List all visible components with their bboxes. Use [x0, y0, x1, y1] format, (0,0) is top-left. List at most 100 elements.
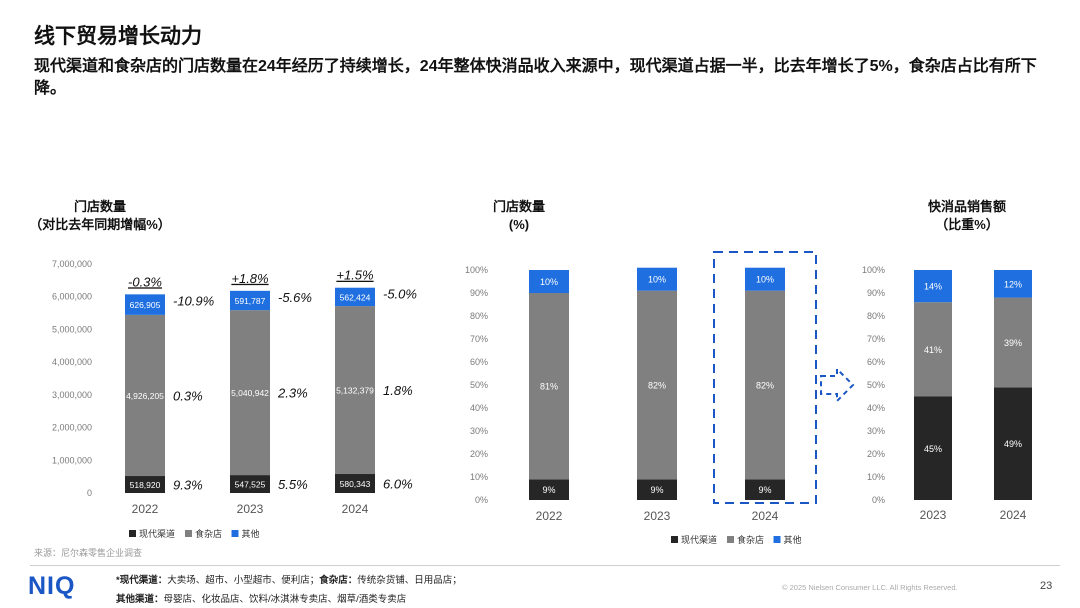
chart2-bar-modern — [637, 479, 677, 500]
chart3-title: 快消品销售额 （比重%） — [907, 198, 1027, 234]
chart3-data-label: 41% — [924, 345, 942, 355]
chart2-legend-swatch-other — [773, 536, 781, 543]
chart1-legend-swatch-modern — [129, 530, 136, 537]
chart2-data-label: 9% — [542, 485, 555, 495]
chart1-ytick: 3,000,000 — [52, 390, 92, 400]
chart1-growth-label: 0.3% — [173, 388, 203, 403]
chart1-growth-label: 2.3% — [277, 386, 308, 401]
chart2-bar-grocery — [637, 290, 677, 480]
chart2-title-line2: (%) — [508, 217, 530, 232]
copyright: © 2025 Nielsen Consumer LLC. All Rights … — [782, 583, 958, 592]
chart3-ytick: 60% — [867, 357, 885, 367]
chart3-data-label: 39% — [1004, 338, 1022, 348]
chart1-bar-grocery — [230, 310, 270, 476]
chart2-data-label: 82% — [648, 381, 666, 391]
chart3-ytick: 80% — [867, 311, 885, 321]
chart2-title: 门店数量 (%) — [469, 198, 569, 234]
chart3-ytick: 20% — [867, 449, 885, 459]
footnote-other-text: 母婴店、化妆品店、饮料/冰淇淋专卖店、烟草/酒类专卖店 — [163, 594, 407, 605]
chart2-legend-swatch-grocery — [727, 536, 734, 543]
chart2-bar-modern — [745, 479, 785, 500]
footnote-line2: 其他渠道：母婴店、化妆品店、饮料/冰淇淋专卖店、烟草/酒类专卖店 — [116, 591, 406, 605]
chart2-bar-grocery — [529, 293, 569, 480]
chart2-bar-grocery — [745, 290, 785, 480]
chart1-title-line1: 门店数量 — [73, 199, 126, 214]
chart3-ytick: 10% — [867, 472, 885, 482]
chart1-bar-grocery — [125, 314, 165, 477]
chart2-data-label: 9% — [758, 485, 771, 495]
chart1-ytick: 6,000,000 — [52, 292, 92, 302]
chart3-category-label: 2023 — [920, 508, 947, 522]
chart1-total-growth: +1.8% — [231, 271, 268, 286]
footnote-line1: *现代渠道：大卖场、超市、小型超市、便利店；食杂店：传统杂货铺、日用品店； — [116, 572, 462, 586]
arrow-right-icon — [820, 366, 855, 404]
chart2-category-label: 2023 — [644, 509, 671, 523]
chart1-category-label: 2023 — [237, 502, 264, 516]
chart1-legend-label: 食杂店 — [195, 528, 222, 539]
chart1-bar-other — [335, 287, 375, 307]
chart3-ytick: 50% — [867, 380, 885, 390]
chart1-ytick: 4,000,000 — [52, 357, 92, 367]
chart2-legend-label: 其他 — [784, 534, 802, 545]
chart1-data-label: 547,525 — [235, 480, 266, 490]
page-title: 线下贸易增长动力 — [34, 25, 202, 48]
chart1-total-growth: -0.3% — [128, 274, 162, 289]
chart1-bar-modern — [230, 475, 270, 493]
chart1-growth-label: 1.8% — [383, 383, 413, 398]
chart1-bar-other — [230, 290, 270, 311]
chart2-bar-other — [637, 267, 677, 291]
chart1-legend-label: 其他 — [242, 528, 260, 539]
chart2-ytick: 100% — [465, 265, 488, 275]
chart1-data-label: 5,040,942 — [231, 388, 269, 398]
chart2-highlight-box — [713, 251, 817, 504]
chart2-ytick: 90% — [470, 288, 488, 298]
page-number: 23 — [1040, 580, 1053, 592]
chart2-data-label: 10% — [648, 275, 666, 285]
chart3-ytick: 100% — [862, 265, 885, 275]
chart3-bar-other — [994, 270, 1032, 298]
chart3-data-label: 45% — [924, 444, 942, 454]
chart2-ytick: 10% — [470, 472, 488, 482]
chart3-bar-grocery — [994, 297, 1032, 388]
chart2-ytick: 50% — [470, 380, 488, 390]
chart3-bar-grocery — [914, 302, 952, 397]
chart3-bar-modern — [994, 387, 1032, 500]
chart3-ytick: 90% — [867, 288, 885, 298]
chart1-bar-modern — [125, 476, 165, 493]
chart1-title-line2: （对比去年同期增幅%） — [29, 217, 171, 232]
chart1-ytick: 7,000,000 — [52, 259, 92, 269]
chart3-ytick: 40% — [867, 403, 885, 413]
chart1-ytick: 5,000,000 — [52, 324, 92, 334]
footnote-modern-head: *现代渠道： — [116, 575, 168, 586]
chart2-bar-other — [529, 270, 569, 293]
chart1-data-label: 562,424 — [340, 292, 371, 302]
chart2-ytick: 30% — [470, 426, 488, 436]
chart2-data-label: 10% — [540, 277, 558, 287]
chart1-bar-grocery — [335, 306, 375, 475]
chart3-title-line2: （比重%） — [935, 217, 999, 232]
footer-divider — [30, 565, 1060, 566]
chart2-category-label: 2024 — [752, 509, 779, 523]
chart3-ytick: 30% — [867, 426, 885, 436]
chart1-legend-swatch-other — [231, 530, 239, 537]
chart1-growth-label: 6.0% — [383, 477, 413, 492]
chart3-title-line1: 快消品销售额 — [927, 199, 1006, 214]
chart1-data-label: 626,905 — [130, 300, 161, 310]
chart1-title: 门店数量 （对比去年同期增幅%） — [20, 198, 180, 234]
chart1-growth-label: 5.5% — [278, 477, 308, 492]
chart1-category-label: 2022 — [132, 502, 159, 516]
chart3-ytick: 0% — [872, 495, 885, 505]
chart1-bar-other — [125, 294, 165, 315]
source-note: 来源：尼尔森零售企业调查 — [34, 548, 143, 558]
chart2-legend-label: 食杂店 — [737, 534, 764, 545]
chart1-bar-modern — [335, 474, 375, 493]
chart2-bar-other — [745, 267, 785, 291]
chart2-legend-swatch-modern — [671, 536, 678, 543]
chart1-legend-swatch-grocery — [185, 530, 192, 537]
footnote-other-head: 其他渠道： — [116, 594, 164, 605]
chart3-bar-modern — [914, 396, 952, 500]
chart2-title-line1: 门店数量 — [492, 199, 545, 214]
page-subtitle: 现代渠道和食杂店的门店数量在24年经历了持续增长，24年整体快消品收入来源中，现… — [34, 58, 1037, 97]
footnote-grocery-text: 传统杂货铺、日用品店； — [357, 575, 462, 586]
